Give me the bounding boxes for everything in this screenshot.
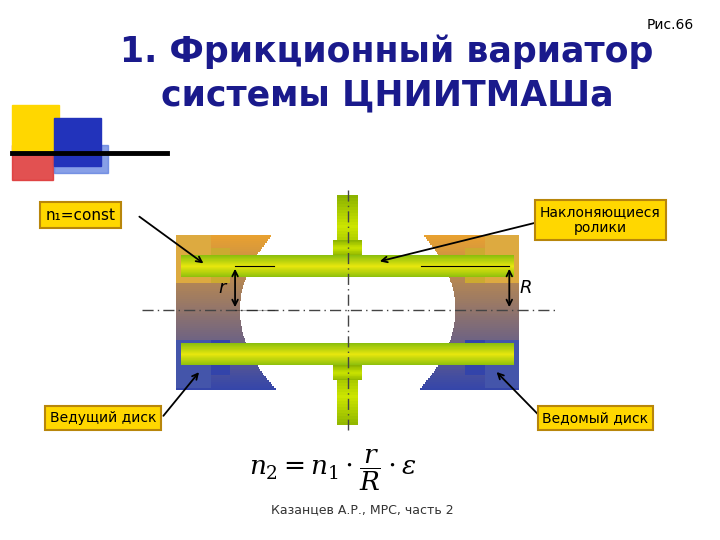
- Text: n₁=const: n₁=const: [45, 207, 115, 222]
- Bar: [54, 118, 101, 166]
- Bar: [210, 340, 230, 375]
- Text: 1. Фрикционный вариатор: 1. Фрикционный вариатор: [120, 35, 654, 69]
- Text: Рис.66: Рис.66: [646, 18, 693, 32]
- Text: Ведущий диск: Ведущий диск: [50, 411, 156, 425]
- Bar: [12, 145, 53, 180]
- Bar: [54, 145, 108, 173]
- Text: Наклоняющиеся
ролики: Наклоняющиеся ролики: [540, 205, 661, 235]
- Bar: [485, 340, 519, 388]
- Text: системы ЦНИИТМАШа: системы ЦНИИТМАШа: [161, 78, 613, 112]
- Bar: [176, 235, 210, 283]
- Bar: [465, 340, 485, 375]
- Text: $n_2 = n_1 \cdot \dfrac{r}{R} \cdot \varepsilon$: $n_2 = n_1 \cdot \dfrac{r}{R} \cdot \var…: [249, 447, 417, 492]
- Text: Казанцев А.Р., МРС, часть 2: Казанцев А.Р., МРС, часть 2: [271, 503, 454, 516]
- Text: Ведомый диск: Ведомый диск: [542, 411, 649, 425]
- Bar: [12, 105, 59, 153]
- Bar: [210, 248, 230, 283]
- Text: R: R: [519, 279, 531, 297]
- Bar: [176, 340, 210, 388]
- Bar: [485, 235, 519, 283]
- Text: r: r: [218, 279, 225, 297]
- Bar: [465, 248, 485, 283]
